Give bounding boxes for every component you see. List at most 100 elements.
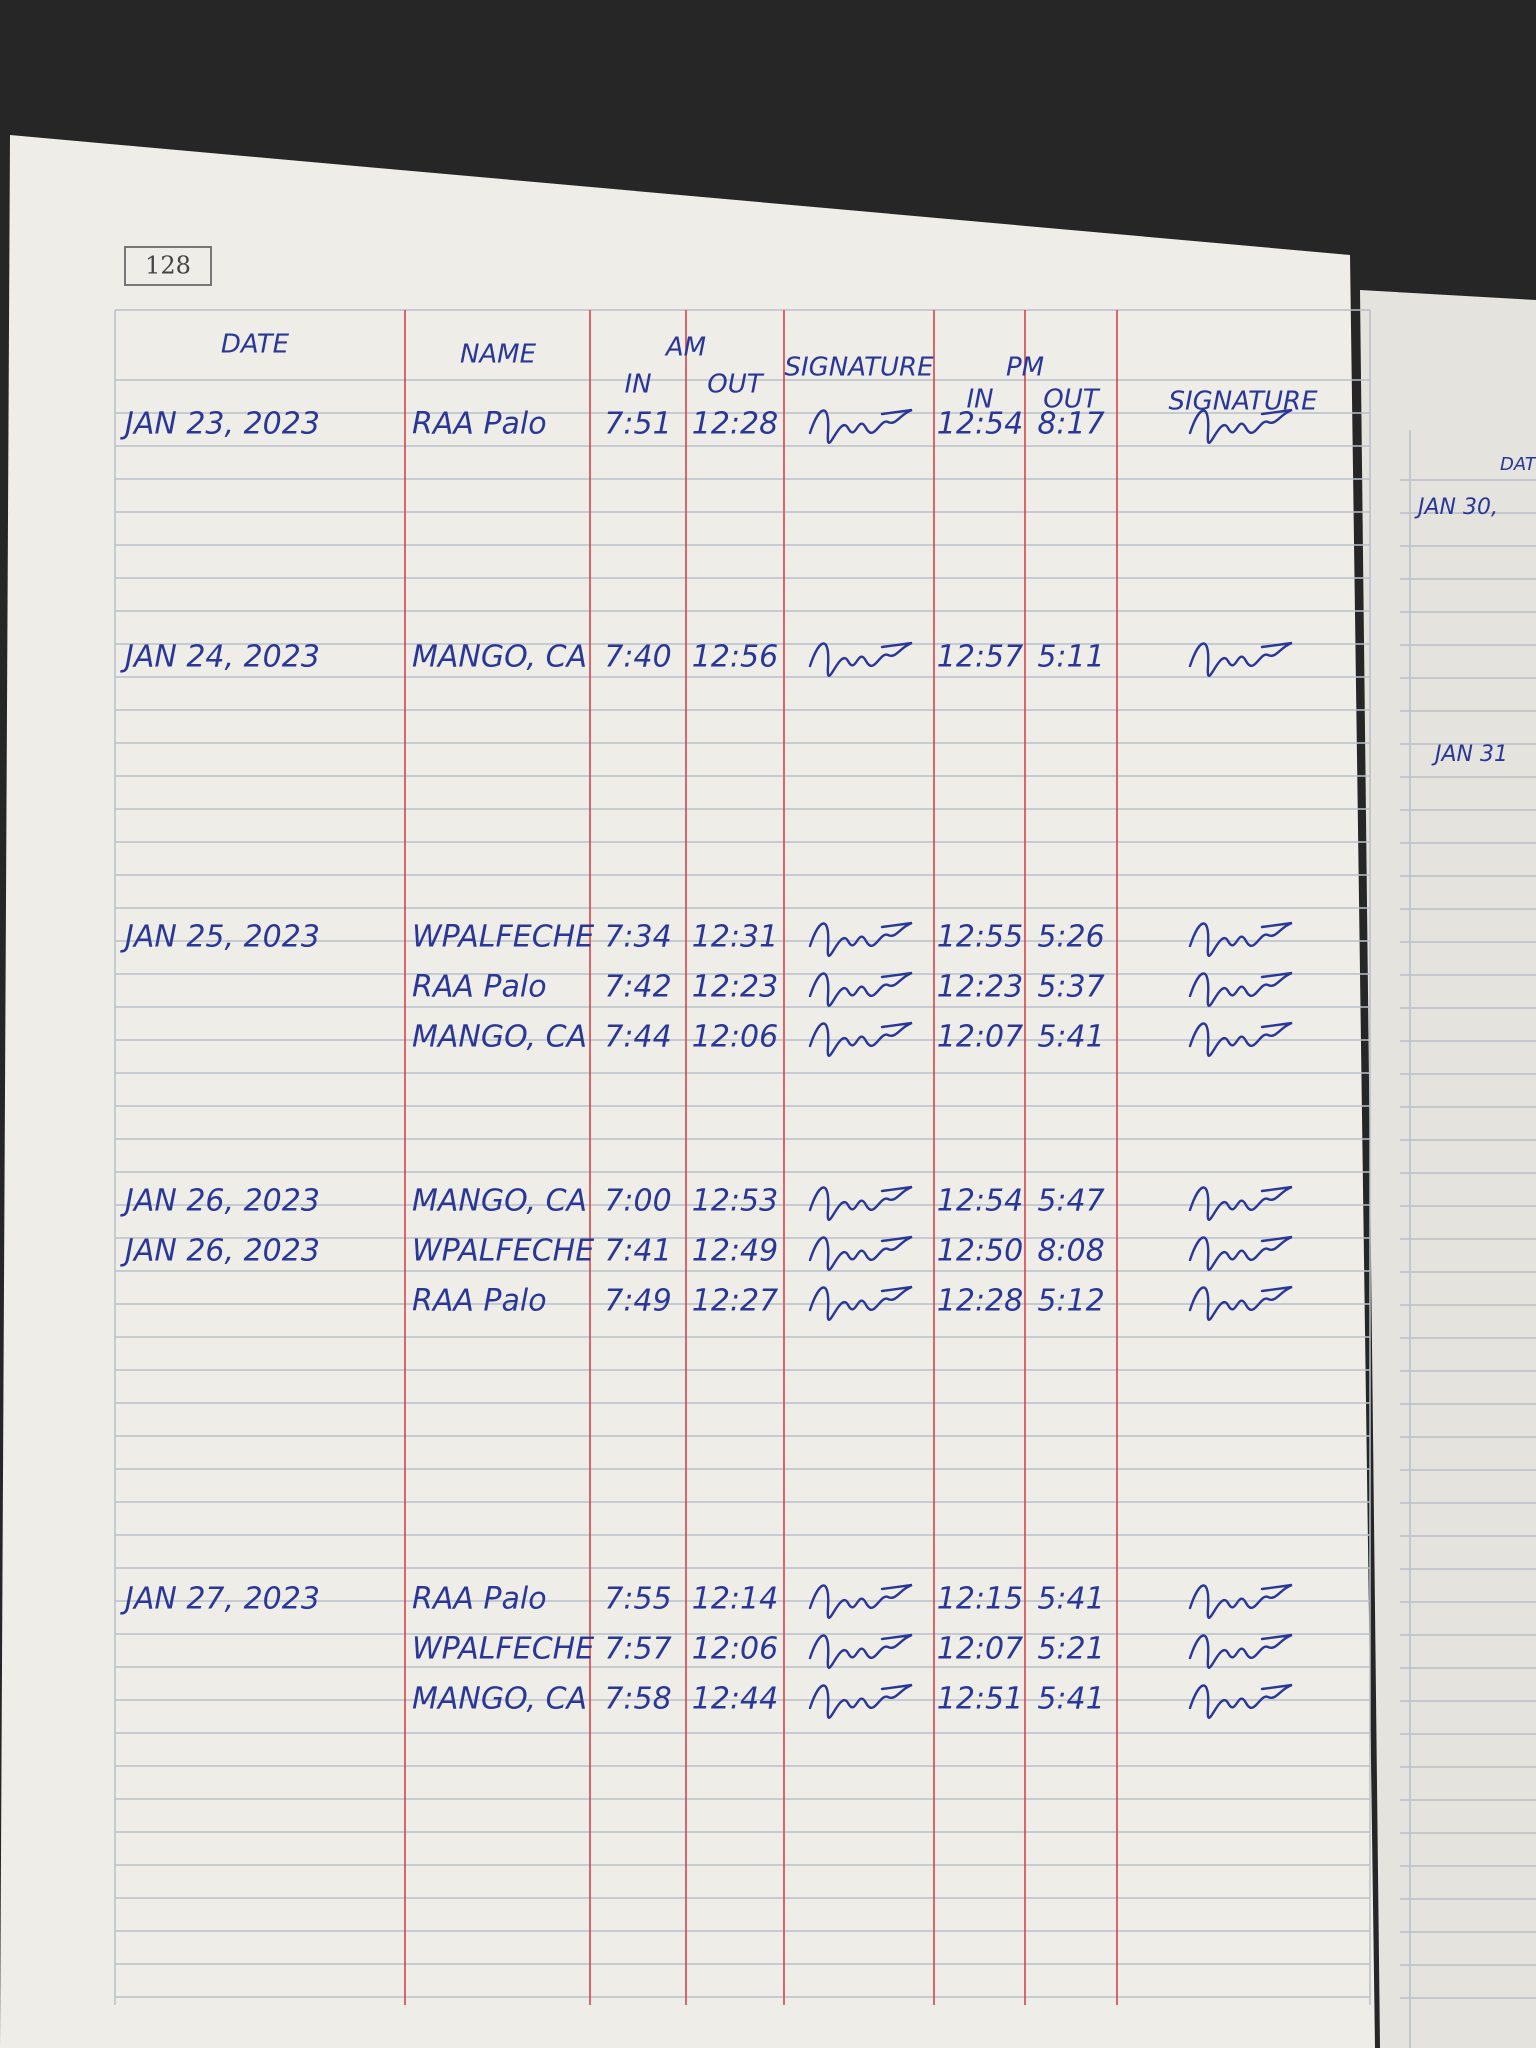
next-page-date: JAN 31 [1431,742,1508,767]
signature [1188,1285,1293,1321]
entry-time: 7:55 [604,1582,671,1617]
entry-time: 12:28 [937,1284,1023,1319]
column-header: OUT [707,370,764,400]
signature [808,1235,913,1271]
entry-time: 12:54 [937,407,1023,442]
right-page [1360,290,1536,2048]
entry-time: 7:44 [604,1020,671,1055]
entry-time: 7:40 [604,640,671,675]
entry-name: MANGO, CA [412,1682,587,1717]
entry-time: 8:08 [1037,1234,1104,1269]
entry-date: JAN 26, 2023 [120,1184,320,1219]
entry-time: 5:41 [1037,1682,1104,1717]
entry-time: 12:14 [692,1582,778,1617]
entry-time: 5:47 [1037,1184,1104,1219]
entry-name: RAA Palo [412,970,547,1005]
column-header: OUT [1043,385,1100,415]
signature [1188,971,1293,1007]
entry-time: 12:56 [692,640,778,675]
signature [1188,641,1293,677]
entry-time: 12:55 [937,920,1023,955]
entry-time: 12:23 [692,970,778,1005]
signature [808,408,913,444]
entry-time: 7:42 [604,970,671,1005]
entry-time: 12:07 [937,1020,1023,1055]
column-header: NAME [460,340,537,370]
column-header: IN [624,370,651,400]
entry-time: 5:41 [1037,1020,1104,1055]
entry-time: 7:34 [604,920,671,955]
left-page [0,135,1375,2048]
signature [808,1683,913,1719]
signature [808,971,913,1007]
entry-time: 7:00 [604,1184,671,1219]
signature [1188,408,1293,444]
entry-time: 7:49 [604,1284,671,1319]
signature [1188,1633,1293,1669]
signature [808,641,913,677]
entry-time: 12:23 [937,970,1023,1005]
column-header: SIGNATURE [1168,387,1318,417]
entry-name: WPALFECHE [412,920,594,955]
entry-time: 12:57 [937,640,1023,675]
column-header: SIGNATURE [784,353,934,383]
signature [1188,1583,1293,1619]
entry-time: 12:06 [692,1020,778,1055]
signature [1188,1021,1293,1057]
entry-date: JAN 23, 2023 [120,407,320,442]
entry-name: RAA Palo [412,407,547,442]
column-header: IN [966,385,993,415]
signature [808,1185,913,1221]
entry-time: 7:57 [604,1632,671,1667]
signature [1188,1185,1293,1221]
signature [1188,1235,1293,1271]
signature [808,921,913,957]
entry-date: JAN 27, 2023 [120,1582,320,1617]
entry-time: 7:51 [604,407,671,442]
entry-name: MANGO, CA [412,640,587,675]
entry-time: 5:37 [1037,970,1104,1005]
column-header: PM [1006,353,1044,383]
entry-time: 7:58 [604,1682,671,1717]
page-number: 128 [145,252,191,280]
signature [1188,921,1293,957]
signature [1188,1683,1293,1719]
signature [808,1021,913,1057]
entry-time: 8:17 [1037,407,1104,442]
signature [808,1583,913,1619]
entry-date: JAN 25, 2023 [120,920,320,955]
entry-name: RAA Palo [412,1284,547,1319]
entry-time: 12:07 [937,1632,1023,1667]
signature [808,1285,913,1321]
entry-time: 12:27 [692,1284,778,1319]
entry-name: MANGO, CA [412,1184,587,1219]
entry-time: 5:26 [1037,920,1104,955]
column-header: DATE [221,330,290,360]
entry-time: 5:41 [1037,1582,1104,1617]
entry-time: 5:11 [1037,640,1104,675]
entry-time: 7:41 [604,1234,671,1269]
entry-date: JAN 26, 2023 [120,1234,320,1269]
log-table: DATE NAME AM IN OUT SIGNATURE PM IN OUT SIGNATURE… [120,330,1536,1719]
ruled-lines [114,309,1536,2048]
entry-time: 12:44 [692,1682,778,1717]
entry-name: WPALFECHE [412,1234,594,1269]
entry-time: 12:15 [937,1582,1023,1617]
next-page-header: DATE [1500,454,1536,475]
entry-date: JAN 24, 2023 [120,640,320,675]
signature [808,1633,913,1669]
column-header: AM [664,333,706,363]
entry-name: MANGO, CA [412,1020,587,1055]
entry-time: 12:54 [937,1184,1023,1219]
entry-name: RAA Palo [412,1582,547,1617]
entry-time: 5:21 [1037,1632,1104,1667]
entry-time: 12:28 [692,407,778,442]
entry-time: 12:53 [692,1184,778,1219]
next-page-date: JAN 30, [1414,495,1498,520]
page-number-box [124,246,212,286]
entry-time: 12:51 [937,1682,1023,1717]
entry-time: 12:06 [692,1632,778,1667]
entry-time: 12:31 [692,920,778,955]
